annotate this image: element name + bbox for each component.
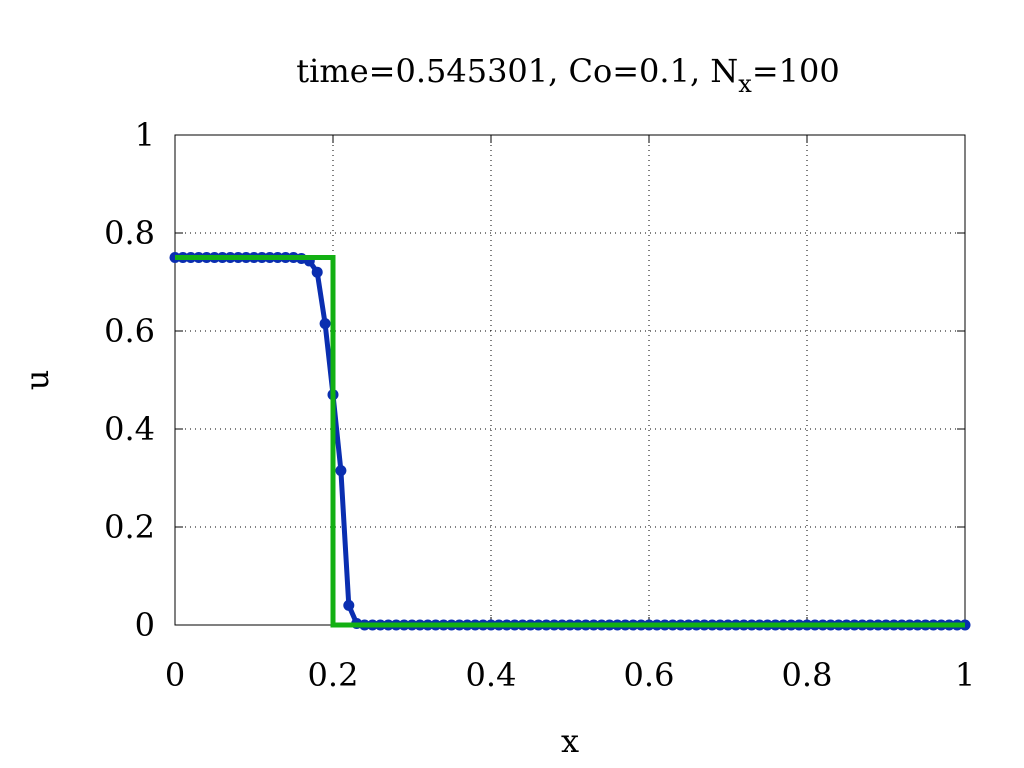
exact-series-line	[175, 255, 965, 628]
x-tick-labels: 0 0.2 0.4 0.6 0.8 1	[165, 656, 975, 694]
y-tick-label: 0.6	[104, 312, 155, 350]
x-tick-label: 0.2	[308, 656, 359, 694]
chart-title: time=0.545301, Co=0.1, Nx=100	[296, 52, 839, 98]
y-tick-label: 0.4	[104, 410, 155, 448]
numerical-series	[169, 252, 971, 631]
series-layer	[169, 252, 971, 631]
tick-marks	[174, 134, 966, 626]
y-tick-label: 1	[135, 116, 155, 154]
x-tick-label: 0.6	[624, 656, 675, 694]
y-tick-label: 0.2	[104, 508, 155, 546]
x-tick-label: 1	[955, 656, 975, 694]
chart-title-subscript: x	[738, 70, 752, 98]
y-axis-label: u	[18, 370, 56, 391]
numerical-series-line	[175, 255, 965, 628]
numerical-point	[335, 465, 347, 477]
x-tick-label: 0.8	[782, 656, 833, 694]
chart-title-suffix: =100	[752, 52, 840, 90]
chart-title-prefix: time=0.545301, Co=0.1, N	[296, 52, 738, 90]
x-tick-label: 0.4	[466, 656, 517, 694]
numerical-point	[343, 599, 355, 611]
y-tick-labels: 0 0.2 0.4 0.6 0.8 1	[104, 116, 155, 644]
x-axis-label: x	[561, 722, 579, 760]
grid	[175, 135, 965, 625]
x-tick-label: 0	[165, 656, 185, 694]
numerical-point	[319, 318, 331, 330]
numerical-point	[311, 266, 323, 278]
y-tick-label: 0.8	[104, 214, 155, 252]
plot-frame	[174, 134, 966, 626]
y-tick-label: 0	[135, 606, 155, 644]
